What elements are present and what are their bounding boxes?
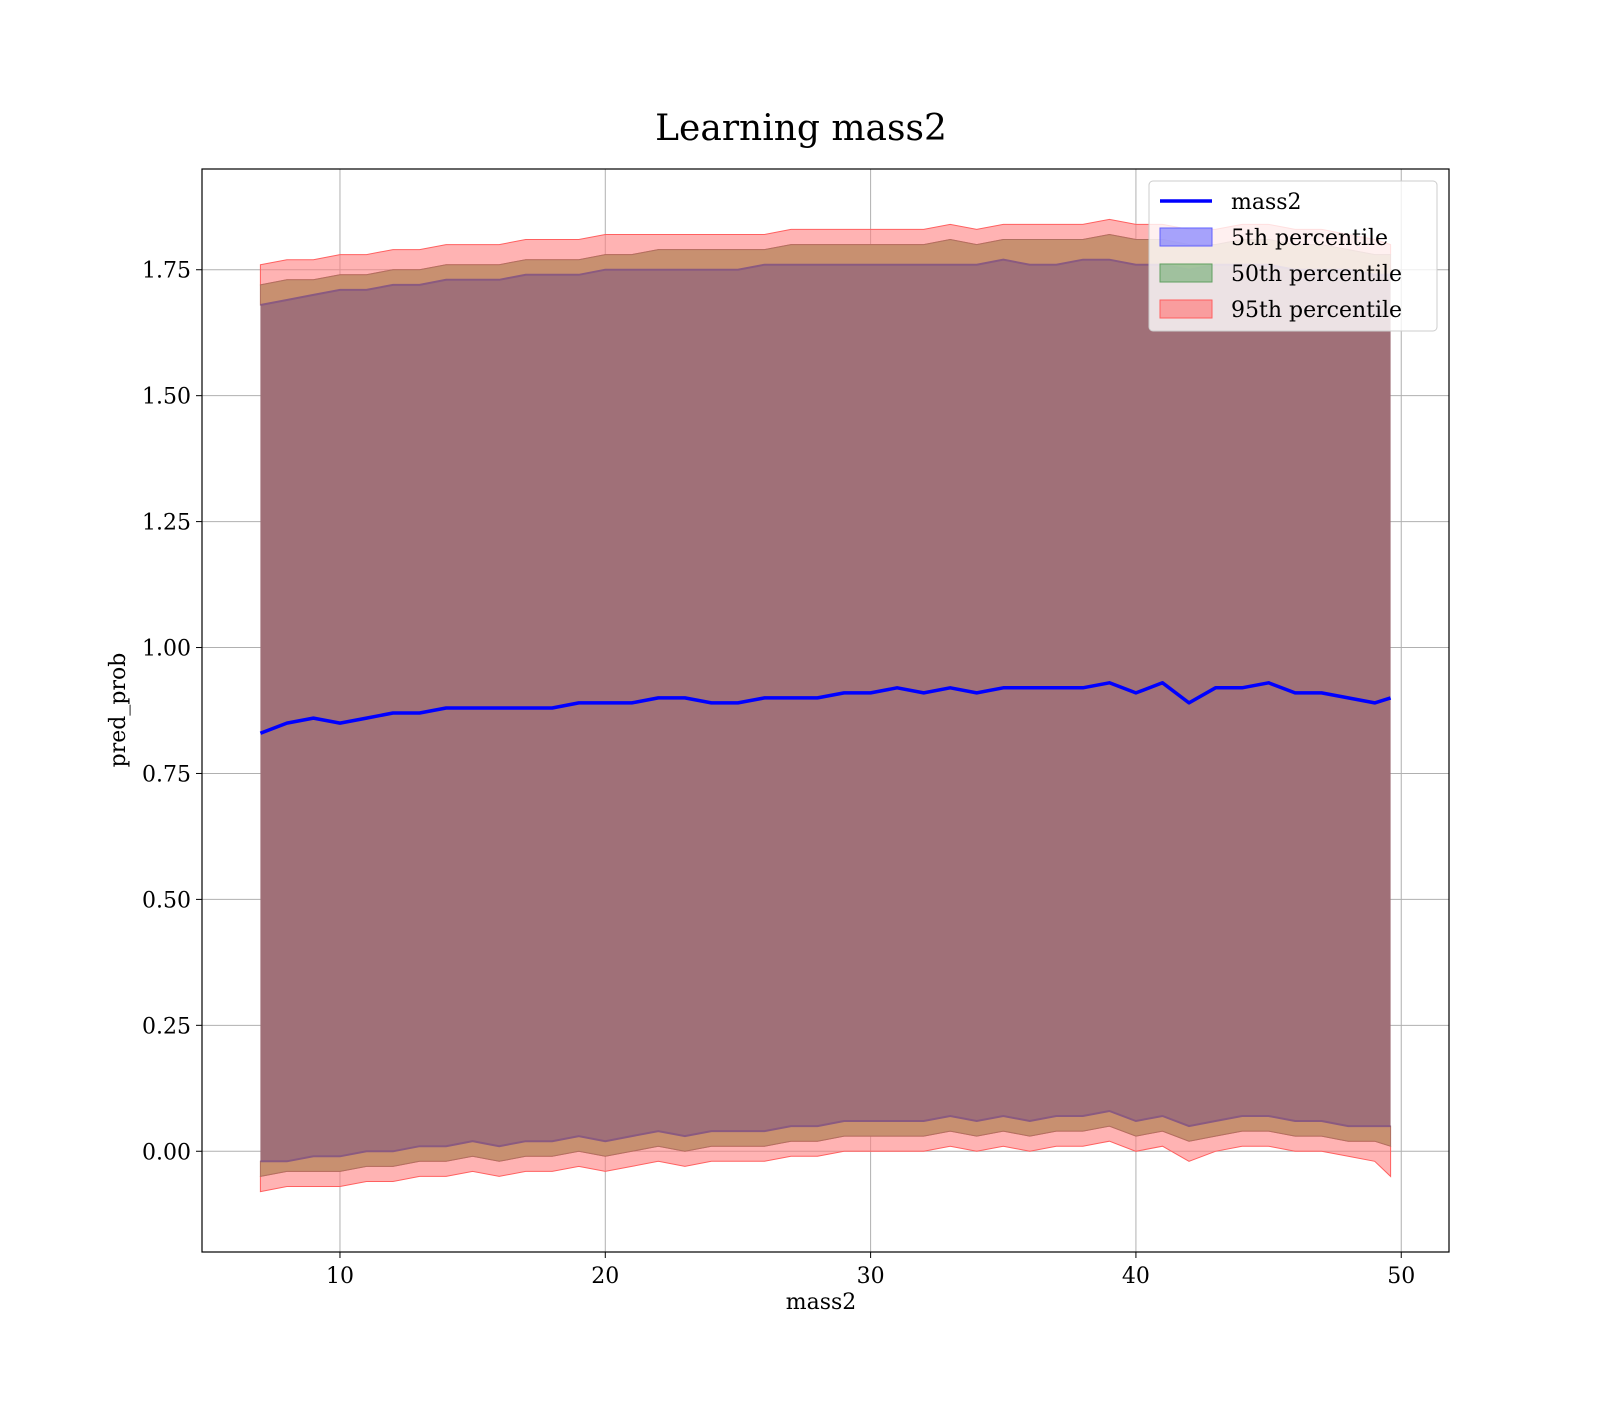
band-body-5th: [260, 259, 1391, 1162]
x-tick-label: 30: [857, 1264, 885, 1289]
x-tick-label: 40: [1122, 1264, 1150, 1289]
x-tick-label: 10: [326, 1264, 354, 1289]
y-axis-label: pred_prob: [106, 653, 131, 768]
x-axis-label: mass2: [786, 1290, 857, 1315]
legend-label: 50th percentile: [1231, 262, 1402, 287]
y-tick-label: 0.50: [142, 888, 191, 913]
y-tick-label: 1.75: [142, 259, 191, 284]
y-tick-label: 0.25: [142, 1014, 191, 1039]
x-tick-label: 20: [591, 1264, 619, 1289]
y-tick-label: 0.75: [142, 762, 191, 787]
chart-title: Learning mass2: [655, 108, 947, 149]
legend-patch-swatch: [1159, 263, 1213, 283]
plot-area: 10 20 30 40 50 0.00 0.25 0.50 0.75 1.00 1.25 1.50 1.…: [142, 168, 1450, 1289]
x-tick-label: 50: [1387, 1264, 1415, 1289]
legend-label: mass2: [1231, 190, 1302, 215]
legend-box: [1148, 180, 1438, 332]
y-tick-label: 0.00: [142, 1140, 191, 1165]
band-5th-lower-edge: [260, 1109, 1391, 1163]
legend-label: 5th percentile: [1231, 226, 1388, 251]
legend-patch-swatch: [1159, 227, 1213, 247]
legend-patch-swatch: [1159, 299, 1213, 319]
y-tick-label: 1.25: [142, 511, 191, 536]
series-group: [259, 218, 1392, 1193]
legend: mass2 5th percentile 50th percentile 95th p…: [1148, 180, 1438, 332]
y-tick-label: 1.00: [142, 637, 191, 662]
legend-label: 95th percentile: [1231, 298, 1402, 323]
series-line-mass2: [259, 681, 1392, 735]
axes-frame: [201, 168, 1450, 1253]
y-tick-label: 1.50: [142, 385, 191, 410]
